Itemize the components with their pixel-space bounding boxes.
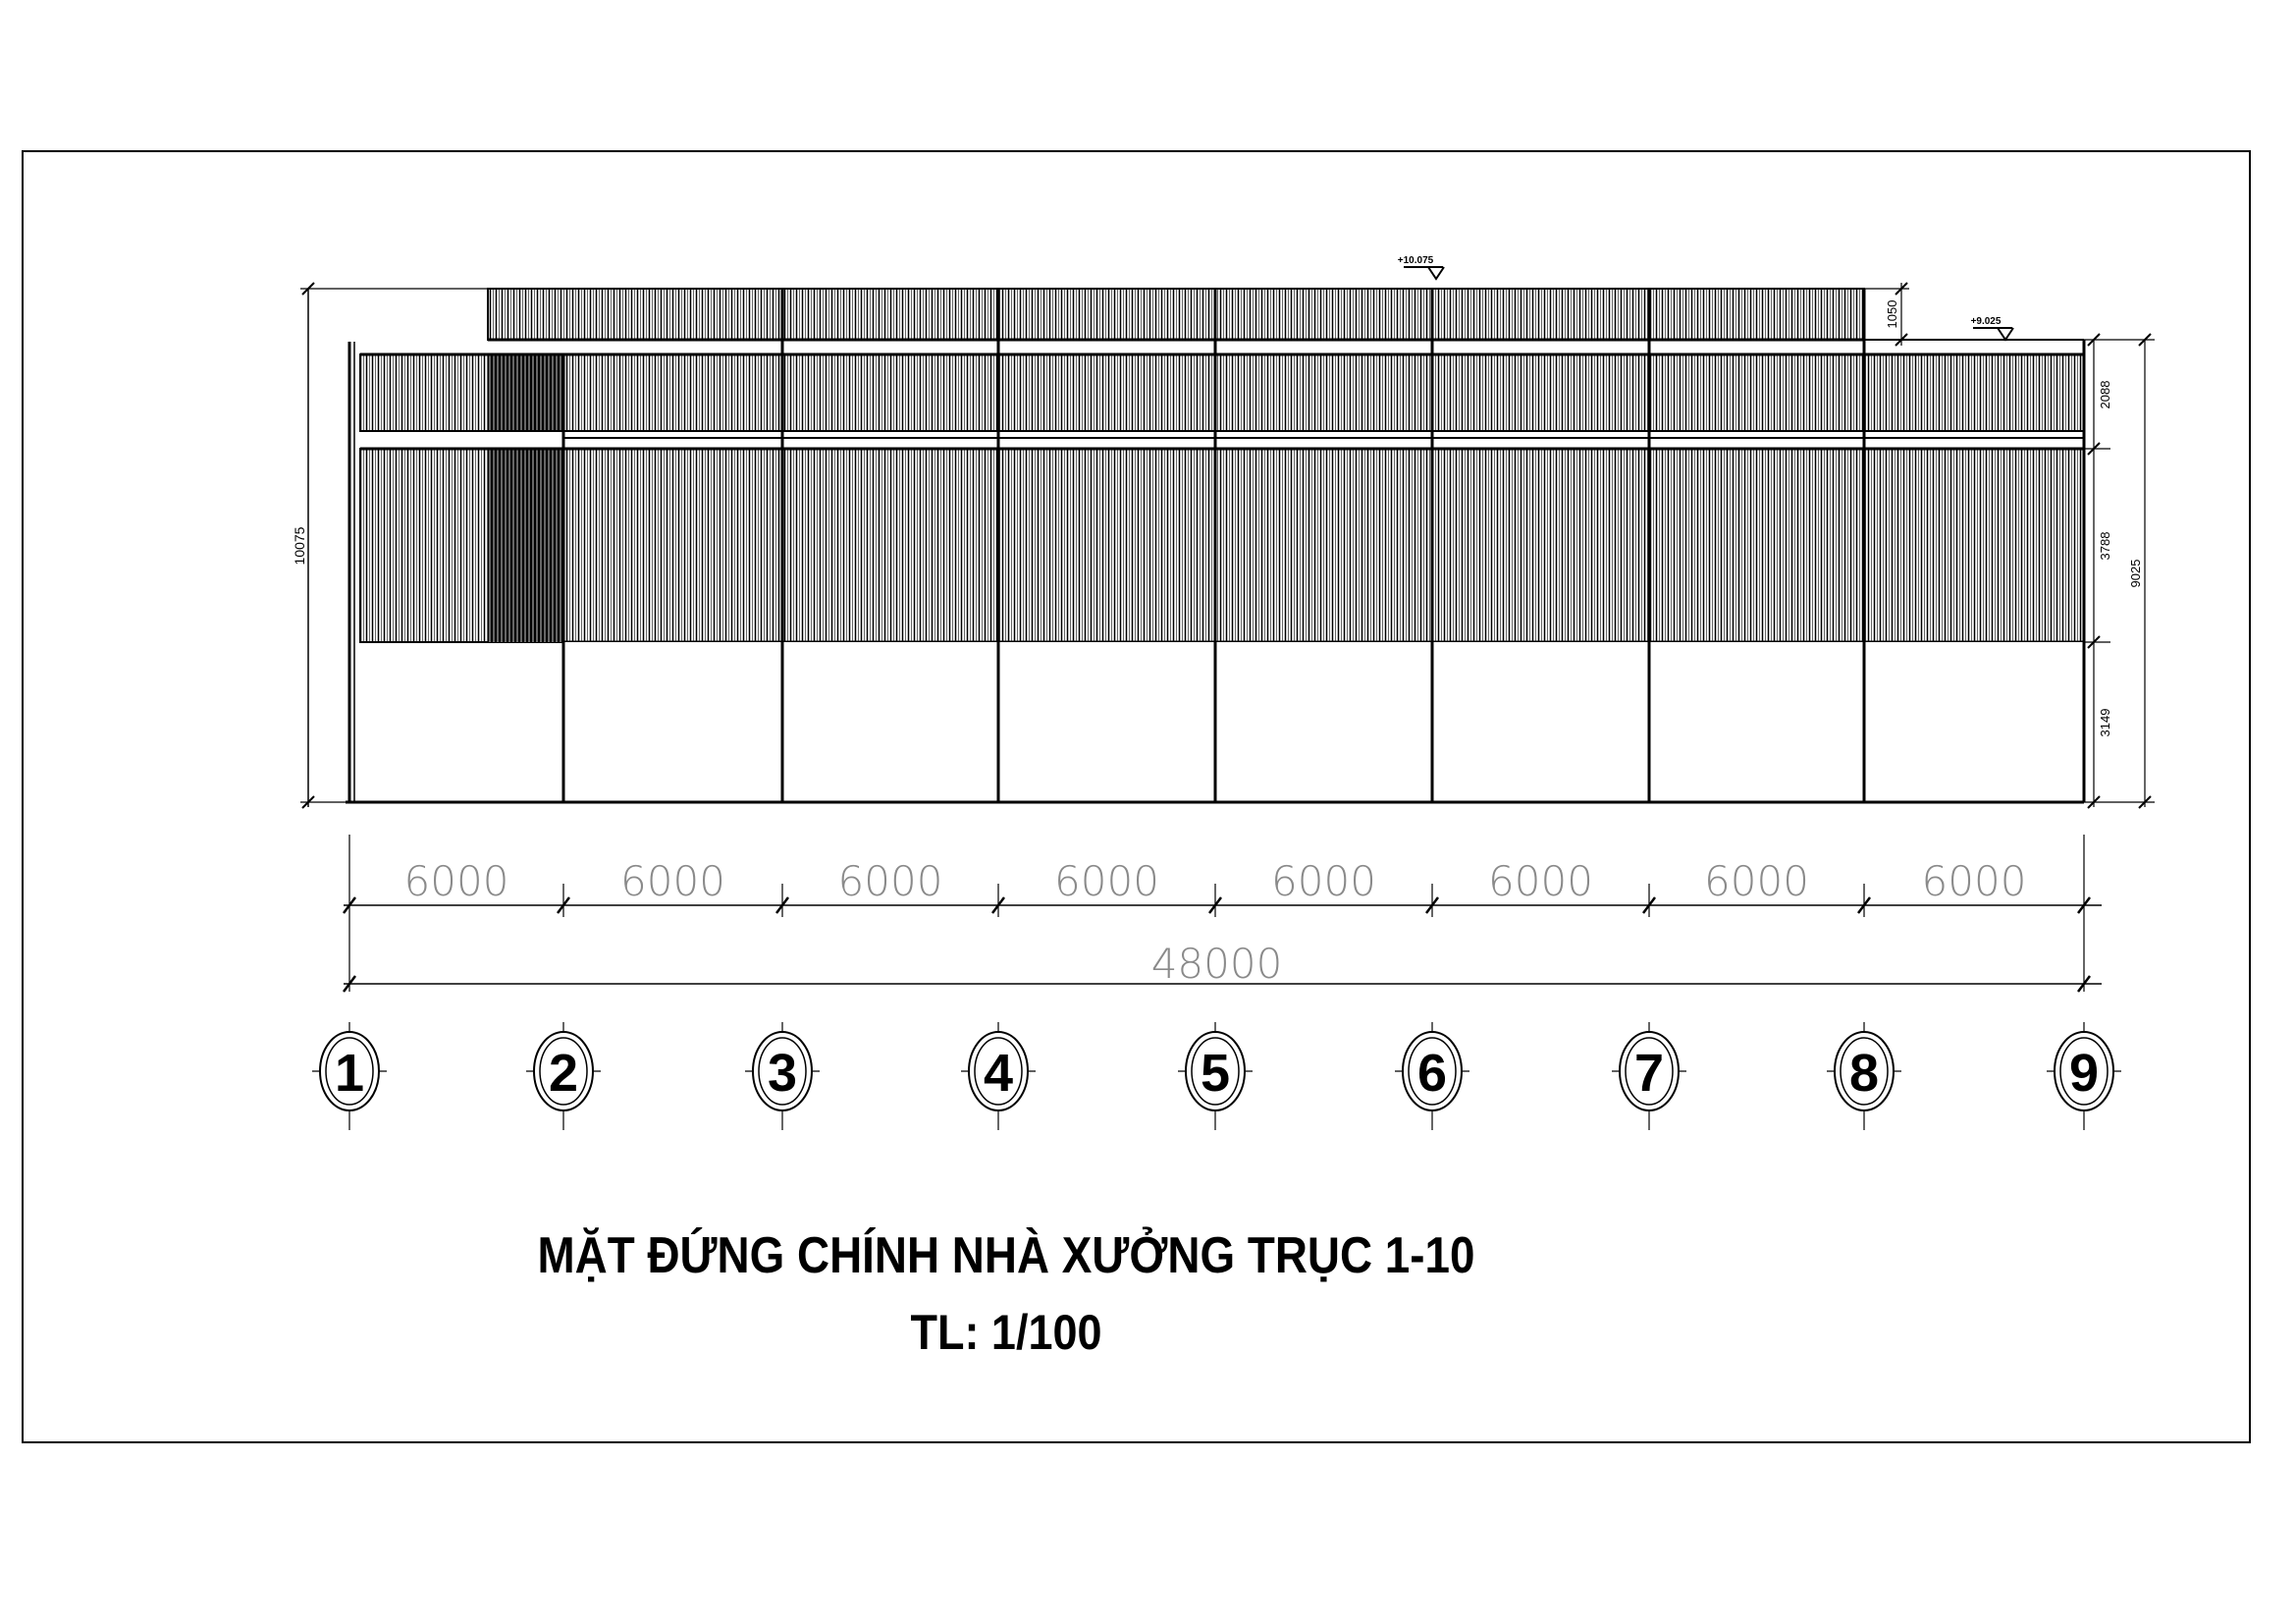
grid-axis-label: 5 <box>1201 1044 1230 1103</box>
bay-dimension-label: 6000 <box>1922 857 2027 905</box>
level-mark-eave-label: +9.025 <box>1971 316 2002 327</box>
parapet-cladding <box>487 288 1865 341</box>
grid-axis-bubble: 9 <box>2047 1022 2121 1130</box>
bay-dimension-label: 6000 <box>404 857 509 905</box>
bay-dimension-label: 6000 <box>1054 857 1159 905</box>
right-dimensions: 1050 2088 3788 3149 9025 <box>1864 282 2155 809</box>
sheet-border <box>22 150 2251 1443</box>
grid-axis-label: 9 <box>2069 1044 2099 1103</box>
grid-axis-bubble: 8 <box>1827 1022 1901 1130</box>
upper-band-dense-area <box>488 354 563 431</box>
drawing-scale: TL: 1/100 <box>911 1305 1102 1360</box>
total-dimension-label: 48000 <box>1151 940 1283 988</box>
level-mark-top: +10.075 <box>1398 255 1445 281</box>
bay-dimension-label: 6000 <box>1488 857 1593 905</box>
grid-axis-bubble: 4 <box>961 1022 1036 1130</box>
grid-axis-label: 7 <box>1634 1044 1664 1103</box>
grid-axis-bubble: 7 <box>1612 1022 1686 1130</box>
level-mark-top-label: +10.075 <box>1398 255 1434 266</box>
dim-overall-label: 9025 <box>2128 560 2143 588</box>
main-cladding <box>359 448 2085 643</box>
grid-axis-label: 4 <box>984 1044 1013 1103</box>
building-elevation: +10.075 +9.025 <box>346 255 2086 804</box>
bay-dimension-label: 6000 <box>620 857 725 905</box>
upper-band-cladding <box>359 353 2085 432</box>
bay-dimension-label: 6000 <box>838 857 943 905</box>
bay-dimension-label: 6000 <box>1271 857 1376 905</box>
drawing-title: MẶT ĐỨNG CHÍNH NHÀ XƯỞNG TRỤC 1-10 <box>538 1226 1475 1284</box>
dim-main-cladding-label: 3788 <box>2098 532 2112 561</box>
main-cladding-dense-area <box>488 449 563 642</box>
grid-axis-bubble: 1 <box>312 1022 387 1130</box>
grid-axis-label: 8 <box>1849 1044 1879 1103</box>
level-mark-eave: +9.025 <box>1971 316 2014 342</box>
grid-axis-bubble: 3 <box>745 1022 820 1130</box>
grid-axis-label: 1 <box>335 1044 364 1103</box>
grid-axis-label: 3 <box>768 1044 797 1103</box>
left-height-dimension: 10075 <box>292 282 488 809</box>
grid-axis-label: 2 <box>549 1044 578 1103</box>
grid-axis-bubble: 5 <box>1178 1022 1253 1130</box>
grid-axis-bubble: 2 <box>526 1022 601 1130</box>
dim-base-wall-label: 3149 <box>2098 709 2112 737</box>
dim-parapet-label: 1050 <box>1885 300 1899 329</box>
grid-axis-bubble: 6 <box>1395 1022 1469 1130</box>
grid-axis-label: 6 <box>1417 1044 1447 1103</box>
base-wall <box>563 642 2084 802</box>
bay-dimension-label: 6000 <box>1704 857 1809 905</box>
horizontal-dimensions: 6000 6000 6000 6000 6000 6000 6000 6000 48000 <box>343 835 2102 993</box>
dim-upper-band-label: 2088 <box>2098 381 2112 409</box>
columns <box>347 289 2086 802</box>
grid-axes: 1 2 3 4 5 6 7 8 9 <box>312 1022 2121 1130</box>
left-height-label: 10075 <box>292 526 307 565</box>
